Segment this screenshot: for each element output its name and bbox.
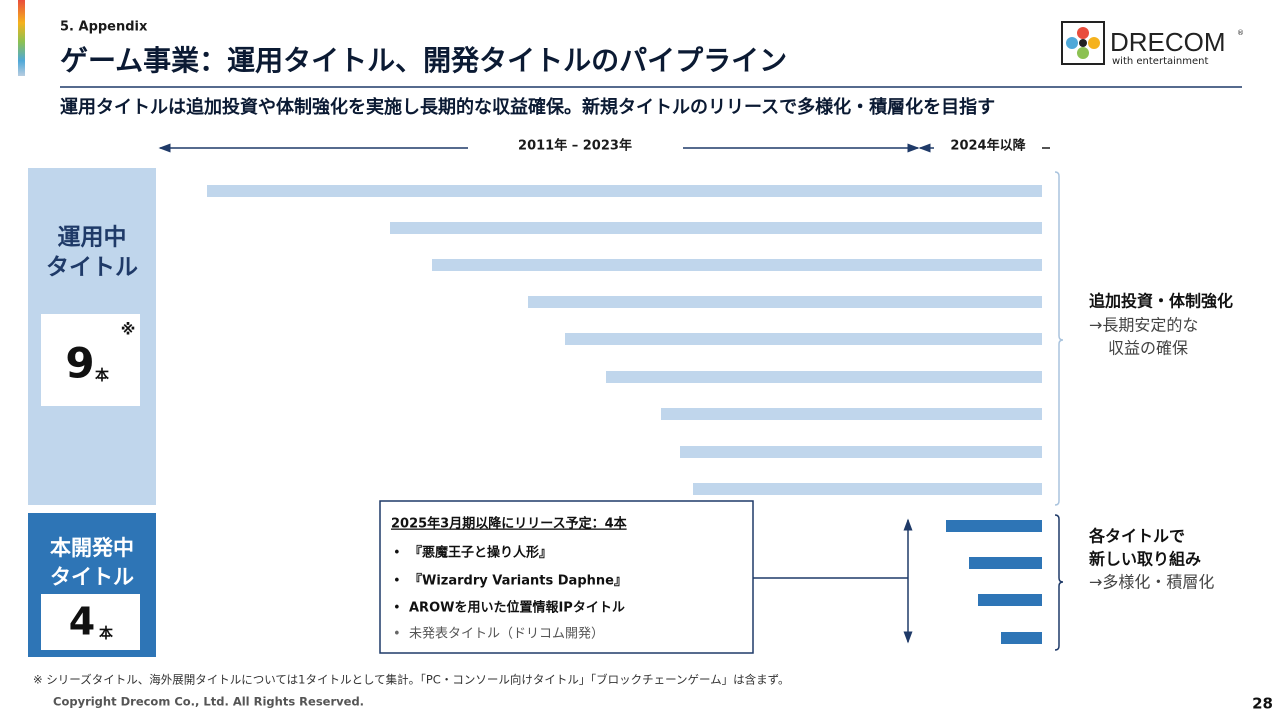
logo: DRECOM ® with entertainment xyxy=(1061,21,1244,67)
count-box xyxy=(41,594,140,650)
page-number: 28 xyxy=(1252,695,1273,713)
subtitle: 運用タイトルは追加投資や体制強化を実施し長期的な収益確保。新規タイトルのリリース… xyxy=(60,96,995,118)
count: 9 xyxy=(65,339,94,388)
comment: →多様化・積層化 xyxy=(1089,573,1214,592)
comment: →長期安定的な xyxy=(1089,316,1198,335)
comment: 各タイトルで xyxy=(1088,527,1185,546)
bullet: • xyxy=(393,574,401,589)
release-heading: 2025年3月期以降にリリース予定：4本 xyxy=(391,516,627,532)
operating-label: 運用中 xyxy=(58,225,127,251)
comment: 新しい取り組み xyxy=(1089,550,1201,569)
count-unit: 本 xyxy=(95,367,110,384)
logo-name: DRECOM xyxy=(1110,27,1226,57)
release-item: 『悪魔王子と操り人形』 xyxy=(409,545,552,561)
count-box xyxy=(41,314,140,406)
bullet: • xyxy=(393,627,401,642)
development-label: タイトル xyxy=(50,565,134,589)
timeline-future: 2024年以降 xyxy=(950,138,1026,154)
timeline-past: 2011年 – 2023年 xyxy=(518,138,632,154)
bracket xyxy=(1054,171,1064,506)
logo-tagline: with entertainment xyxy=(1112,56,1208,67)
section: 5. Appendix xyxy=(60,20,148,35)
bracket xyxy=(1054,514,1064,651)
accent-strip xyxy=(18,0,25,76)
count-unit: 本 xyxy=(99,625,114,642)
release-box xyxy=(379,500,754,654)
copyright: Copyright Drecom Co., Ltd. All Rights Re… xyxy=(53,695,364,709)
title: ゲーム事業：運用タイトル、開発タイトルのパイプライン xyxy=(60,44,787,77)
bullet: • xyxy=(393,601,401,616)
count: 4 xyxy=(69,600,95,644)
bullet: • xyxy=(393,546,401,561)
logo-mark: ® xyxy=(1237,29,1244,37)
release-item: AROWを用いた位置情報IPタイトル xyxy=(409,600,625,616)
release-list: • 『悪魔王子と操り人形』 • 『Wizardry Variants Daphn… xyxy=(393,545,627,642)
note-mark: ※ xyxy=(121,321,136,339)
operating-bars xyxy=(207,185,1042,495)
comment: 収益の確保 xyxy=(1108,339,1188,358)
release-item: 『Wizardry Variants Daphne』 xyxy=(409,573,627,589)
development-bars xyxy=(946,520,1042,644)
comment: 追加投資・体制強化 xyxy=(1089,292,1233,311)
operating-label: タイトル xyxy=(46,255,138,281)
release-item: 未発表タイトル（ドリコム開発） xyxy=(409,627,604,642)
development-label: 本開発中 xyxy=(50,536,134,560)
footnote: ※ シリーズタイトル、海外展開タイトルについては1タイトルとして集計。「PC・コ… xyxy=(33,673,790,687)
